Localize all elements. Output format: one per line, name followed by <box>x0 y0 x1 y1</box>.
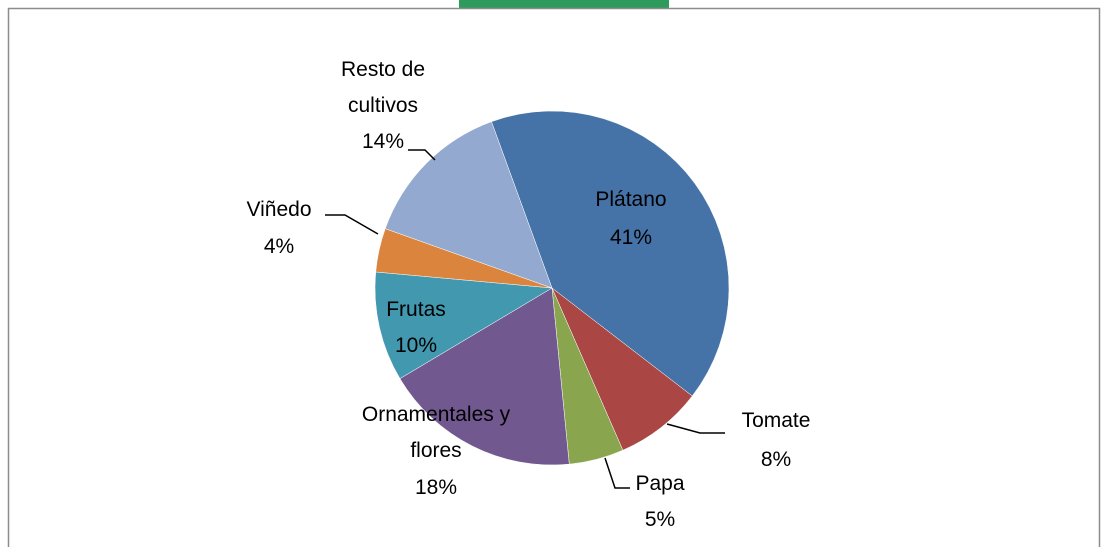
header-bar <box>459 0 669 8</box>
slice-value-label: 14% <box>361 130 405 153</box>
chart-frame <box>7 7 1101 547</box>
leader-line <box>666 423 725 434</box>
slice-label: Viñedo <box>246 198 312 221</box>
slice-value-label: 4% <box>263 235 295 258</box>
slice-value-label: 10% <box>394 334 438 357</box>
pie-slice <box>399 287 570 466</box>
leader-line <box>408 149 436 161</box>
slice-label: Frutas <box>386 298 446 321</box>
slice-value-label: 41% <box>609 226 653 249</box>
leader-line <box>325 214 379 235</box>
pie-slice <box>491 110 730 397</box>
slice-label: Plátano <box>595 188 667 211</box>
slice-label: Resto de cultivos <box>340 58 426 117</box>
pie-slice <box>384 121 553 289</box>
slice-value-label: 5% <box>644 508 676 531</box>
slice-value-label: 8% <box>760 448 792 471</box>
slice-value-label: 18% <box>414 476 458 499</box>
leader-line <box>604 457 630 489</box>
slice-label: Tomate <box>741 409 811 432</box>
slice-label: Papa <box>635 472 685 495</box>
pie-slice <box>551 287 693 451</box>
slice-label: Ornamentales y flores <box>361 403 511 462</box>
pie-slice <box>374 271 553 379</box>
